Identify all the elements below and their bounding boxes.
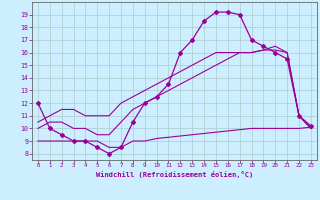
X-axis label: Windchill (Refroidissement éolien,°C): Windchill (Refroidissement éolien,°C) — [96, 171, 253, 178]
